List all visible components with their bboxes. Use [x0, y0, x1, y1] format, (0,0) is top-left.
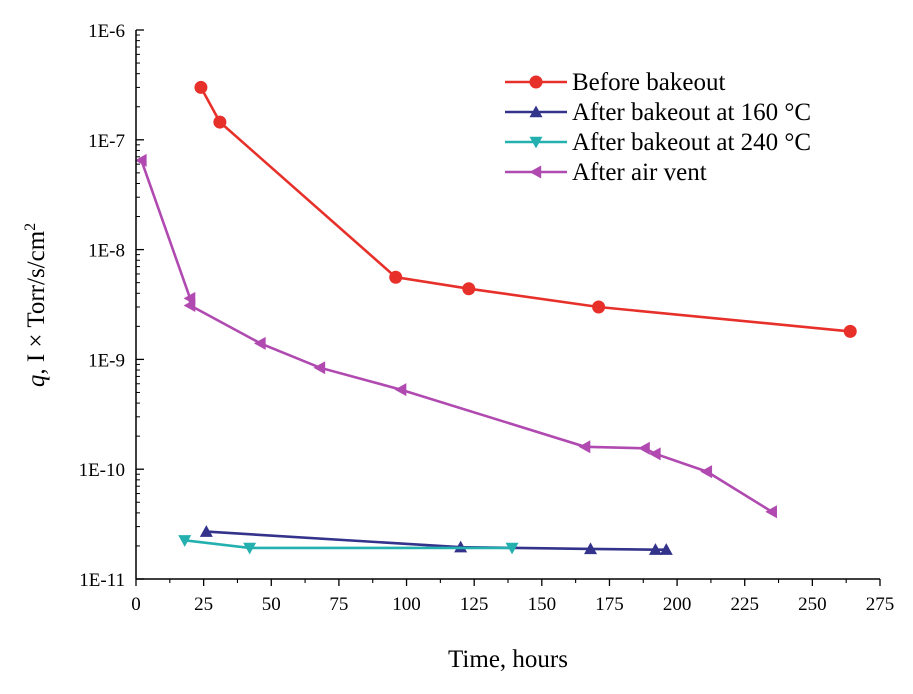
- data-point: [134, 153, 147, 167]
- y-tick-label: 1E-9: [88, 350, 125, 371]
- data-point: [648, 543, 662, 555]
- series-after-bakeout-at-160-c: [199, 525, 673, 555]
- y-tick-label: 1E-8: [88, 241, 125, 262]
- series-after-bakeout-at-240-c: [178, 535, 519, 555]
- x-tick-label: 0: [131, 594, 141, 615]
- y-tick-label: 1E-11: [79, 570, 125, 591]
- data-point: [648, 447, 661, 461]
- legend-marker: [529, 75, 543, 89]
- data-point: [194, 80, 208, 94]
- legend-label: After air vent: [572, 159, 707, 186]
- x-tick-label: 225: [730, 594, 759, 615]
- data-point: [454, 540, 468, 553]
- data-point: [638, 441, 650, 455]
- legend-label: After bakeout at 160 °C: [572, 99, 811, 126]
- x-tick-label: 100: [392, 594, 421, 615]
- x-tick-label: 75: [329, 594, 348, 615]
- data-point: [394, 383, 407, 397]
- legend-item: After air vent: [505, 159, 707, 186]
- legend-item: After bakeout at 160 °C: [505, 99, 811, 126]
- data-point: [178, 535, 192, 547]
- data-point: [700, 465, 713, 479]
- y-axis-title-units: , I × Torr/s/cm: [23, 230, 50, 374]
- data-point: [592, 300, 606, 314]
- y-axis-title: q, I × Torr/s/cm2: [22, 223, 50, 387]
- data-point: [505, 542, 519, 555]
- legend-label: Before bakeout: [572, 69, 725, 96]
- legend-marker: [529, 105, 543, 118]
- x-tick-label: 175: [595, 594, 624, 615]
- x-tick-label: 275: [866, 594, 895, 615]
- x-tick-label: 250: [798, 594, 827, 615]
- data-point: [765, 505, 777, 519]
- legend-marker: [529, 136, 543, 149]
- legend-item: Before bakeout: [505, 69, 725, 96]
- x-axis-title: Time, hours: [448, 646, 568, 673]
- y-axis-title-exponent: 2: [22, 223, 39, 231]
- series-line: [199, 86, 851, 333]
- data-point: [462, 282, 476, 296]
- data-point: [584, 542, 598, 555]
- data-point: [243, 542, 257, 555]
- data-point: [843, 324, 857, 338]
- y-axis-title-symbol: q: [23, 375, 50, 388]
- data-point: [659, 543, 673, 555]
- x-tick-label: 25: [194, 594, 213, 615]
- data-point: [253, 336, 266, 350]
- data-point: [213, 115, 227, 129]
- legend-item: After bakeout at 240 °C: [505, 129, 811, 156]
- series-before-bakeout: [194, 80, 857, 338]
- series-line: [140, 159, 773, 513]
- y-tick-label: 1E-7: [88, 131, 125, 152]
- x-tick-label: 200: [663, 594, 692, 615]
- legend: Before bakeout After bakeout at 160 °C Aft…: [505, 69, 811, 186]
- y-tick-label: 1E-10: [79, 460, 125, 481]
- data-point: [183, 298, 196, 312]
- data-point: [313, 361, 326, 375]
- legend-label: After bakeout at 240 °C: [572, 129, 811, 156]
- x-tick-label: 125: [460, 594, 489, 615]
- series-after-air-vent: [134, 153, 777, 519]
- x-tick-label: 150: [528, 594, 557, 615]
- data-point: [578, 440, 591, 454]
- data-point: [199, 525, 213, 537]
- legend-marker: [529, 165, 542, 179]
- x-tick-label: 50: [262, 594, 281, 615]
- y-tick-label: 1E-6: [88, 21, 125, 42]
- data-point: [389, 270, 403, 284]
